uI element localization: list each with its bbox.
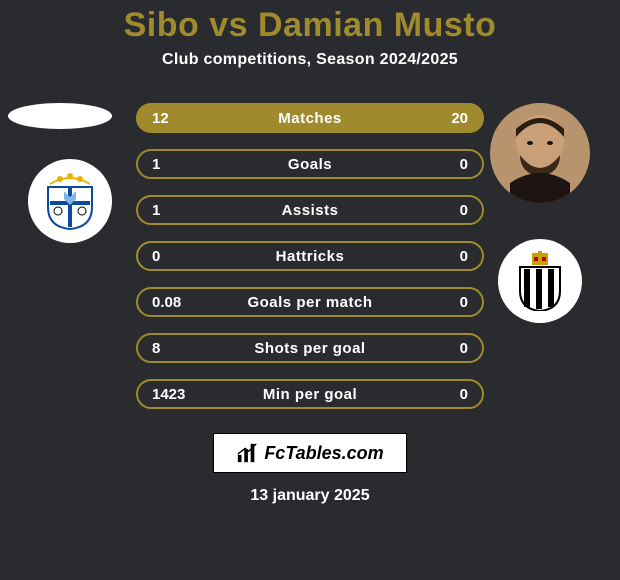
stat-row: 12Matches20 <box>136 103 484 133</box>
stat-row: 0.08Goals per match0 <box>136 287 484 317</box>
page-title: Sibo vs Damian Musto <box>124 6 497 45</box>
logo-text: FcTables.com <box>264 443 383 464</box>
footer: FcTables.com 13 january 2025 <box>213 433 406 505</box>
stat-row: 8Shots per goal0 <box>136 333 484 363</box>
stat-row: 1Assists0 <box>136 195 484 225</box>
stat-label: Hattricks <box>208 248 412 265</box>
club-left-crest-icon <box>40 171 100 231</box>
stat-right-value: 0 <box>412 340 482 357</box>
stat-right-value: 0 <box>412 202 482 219</box>
player1-name: Sibo <box>124 6 200 44</box>
player1-avatar <box>8 103 112 129</box>
stat-right-value: 0 <box>412 156 482 173</box>
player2-name: Damian Musto <box>258 6 496 44</box>
stat-label: Min per goal <box>208 386 412 403</box>
player2-portrait-icon <box>490 103 590 203</box>
fctables-logo: FcTables.com <box>213 433 406 473</box>
comparison-body: 12Matches201Goals01Assists00Hattricks00.… <box>0 89 620 415</box>
stat-left-value: 12 <box>138 110 208 127</box>
stat-left-value: 1 <box>138 202 208 219</box>
bars-icon <box>236 442 258 464</box>
stat-right-value: 0 <box>412 386 482 403</box>
stat-label: Goals per match <box>208 294 412 311</box>
player2-club-badge <box>498 239 582 323</box>
stat-label: Shots per goal <box>208 340 412 357</box>
stat-right-value: 20 <box>412 110 482 127</box>
stat-row: 0Hattricks0 <box>136 241 484 271</box>
stat-row: 1423Min per goal0 <box>136 379 484 409</box>
stat-right-value: 0 <box>412 294 482 311</box>
date-text: 13 january 2025 <box>250 487 369 505</box>
stat-label: Goals <box>208 156 412 173</box>
stat-label: Assists <box>208 202 412 219</box>
club-right-crest-icon <box>510 251 570 311</box>
stat-left-value: 0 <box>138 248 208 265</box>
stat-label: Matches <box>208 110 412 127</box>
subtitle: Club competitions, Season 2024/2025 <box>162 51 458 69</box>
vs-text: vs <box>209 6 248 44</box>
player1-club-badge <box>28 159 112 243</box>
stat-left-value: 8 <box>138 340 208 357</box>
stat-row: 1Goals0 <box>136 149 484 179</box>
comparison-card: Sibo vs Damian Musto Club competitions, … <box>0 0 620 580</box>
player2-avatar <box>490 103 590 203</box>
stat-right-value: 0 <box>412 248 482 265</box>
stat-left-value: 1 <box>138 156 208 173</box>
stat-left-value: 1423 <box>138 386 208 403</box>
stats-rows: 12Matches201Goals01Assists00Hattricks00.… <box>136 103 484 409</box>
stat-left-value: 0.08 <box>138 294 208 311</box>
